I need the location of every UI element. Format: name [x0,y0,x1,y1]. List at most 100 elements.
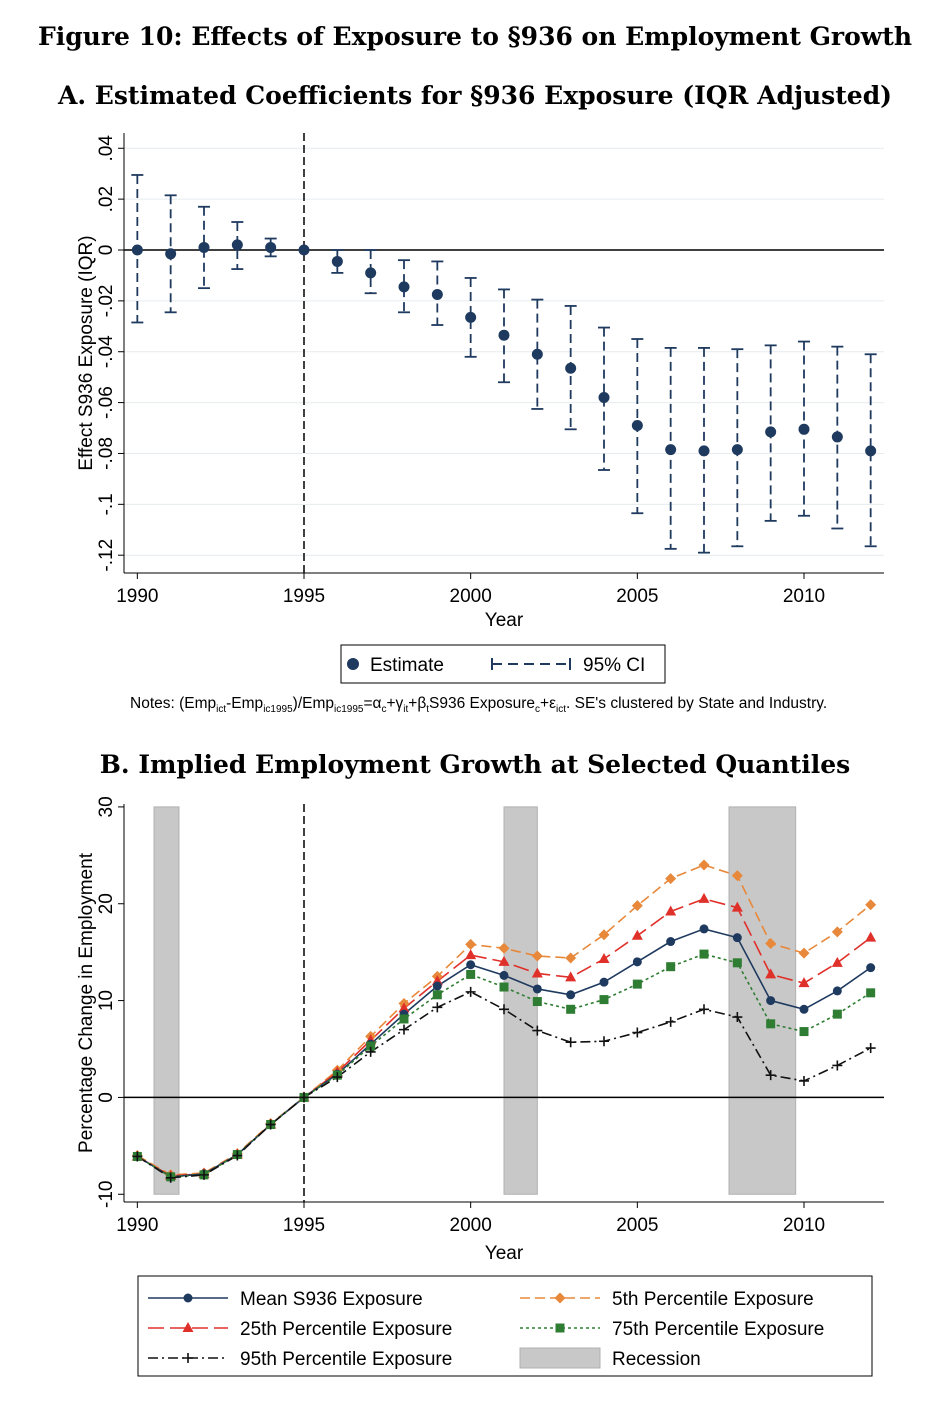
panel-b-x-tick-label: 2010 [783,1215,825,1236]
series-marker-plus [365,1046,376,1057]
series-marker-square [399,1014,409,1024]
series-marker-plus [599,1036,609,1047]
panel-b-y-tick-label: -10 [96,1181,117,1208]
estimate-point [565,362,577,374]
series-marker-square [566,1004,576,1014]
panel-b-tick-labels: -10 0 10 20 30 1990 1995 2000 2005 2010 [96,796,825,1236]
series-marker-plus [132,1151,143,1162]
series-marker-diamond [698,859,710,871]
series-marker-diamond [765,937,777,949]
estimate-point [365,267,377,279]
series-marker-triangle [398,1002,410,1013]
estimate-point [431,289,443,301]
series-marker-square [666,962,676,972]
panel-b-y-tick-label: 30 [96,796,117,817]
panel-a-y-tick-label: -.06 [96,386,117,419]
series-marker-circle [599,977,609,987]
panel-a-tick-labels: -.12 -.1 -.08 -.06 -.04 -.02 0 .02 .04 1990 1995 20… [96,135,825,607]
series-marker-plus [865,1043,876,1054]
series-marker-square [866,988,876,998]
series-marker-square [499,982,509,992]
series-marker-square [432,990,442,1000]
series-marker-circle [566,990,576,1000]
legend-marker-triangle [182,1322,194,1332]
series-marker-plus [565,1037,576,1048]
panel-a-y-tick-label: -.1 [96,493,117,515]
series-marker-plus [832,1060,843,1071]
series-marker-triangle [765,968,777,979]
estimate-point [831,431,843,443]
series-marker-diamond [731,870,743,882]
panel-a-x-tick-label: 1995 [283,586,325,607]
series-marker-triangle [798,977,810,988]
panel-b-y-tick-label: 0 [96,1092,117,1103]
panel-a-x-tick-label: 1990 [116,586,158,607]
series-marker-diamond [531,950,543,962]
series-marker-diamond [631,900,643,912]
panel-b-x-axis-label: Year [485,1243,524,1264]
estimate-point [298,244,310,256]
series-marker-triangle [698,892,710,903]
estimate-point [331,255,343,267]
series-marker-square [699,949,709,959]
estimate-point [731,444,743,456]
series-marker-plus [465,986,476,997]
estimate-point [398,281,410,293]
series-marker-triangle [631,929,643,940]
panel-b-x-tick-label: 1990 [116,1215,158,1236]
series-marker-diamond [865,899,877,911]
estimate-point [865,445,877,457]
series-marker-circle [532,984,542,994]
panel-b-axes [118,804,884,1208]
panel-a-y-axis-label: Effect S936 Exposure (IQR) [76,235,97,470]
series-marker-circle [432,981,442,991]
panel-a-y-tick-label: -.04 [96,335,117,368]
series-marker-diamond [831,926,843,938]
estimate-point [631,419,643,431]
legend-ci-label: 95% CI [583,655,645,676]
series-marker-diamond [598,929,610,941]
series-marker-triangle [565,971,577,982]
legend-estimate-label: Estimate [370,655,444,676]
series-marker-diamond [465,938,477,950]
series-marker-circle [466,960,476,970]
series-marker-circle [866,963,876,973]
panel-b-x-tick-label: 1995 [283,1215,325,1236]
series-marker-plus [299,1092,309,1103]
panel-b-y-axis-label: Percentage Change in Employment [76,852,97,1153]
estimate-point [698,445,710,457]
panel-a-title: A. Estimated Coefficients for §936 Expos… [57,81,892,110]
series-marker-plus [699,1004,709,1015]
estimate-point [165,248,177,260]
recession-band [728,806,797,1195]
panel-b-legend: Mean S936 Exposure 5th Percentile Exposur… [137,1275,873,1377]
panel-a-notes: Notes: (Empict-Empic1995)/Empic1995=αc+γ… [130,695,827,715]
series-marker-diamond [798,947,810,959]
panel-b-y-tick-label: 20 [96,893,117,914]
series-marker-plus [265,1119,276,1130]
recession-band [503,806,538,1195]
series-marker-diamond [665,873,677,885]
estimate-point [131,244,143,256]
estimate-point [498,329,510,341]
panel-b-series-markers [131,859,877,1183]
series-marker-diamond [498,942,510,954]
estimate-point [531,348,543,360]
series-marker-square [532,997,542,1007]
estimate-point [265,241,277,253]
estimate-point [765,426,777,438]
legend-recession-label: Recession [612,1349,701,1370]
series-marker-triangle [465,949,477,960]
panel-b-x-tick-label: 2005 [616,1215,658,1236]
panel-a-y-tick-label: .04 [96,135,117,162]
panel-b-title: B. Implied Employment Growth at Selected… [100,750,850,779]
panel-a-x-tick-label: 2010 [783,586,825,607]
legend-label: 25th Percentile Exposure [240,1319,452,1340]
series-marker-circle [666,937,676,947]
panel-a-y-tick-label: 0 [96,245,117,256]
series-marker-plus [399,1024,409,1035]
recession-band [153,806,180,1195]
series-marker-triangle [865,931,877,942]
series-marker-square [732,958,742,968]
